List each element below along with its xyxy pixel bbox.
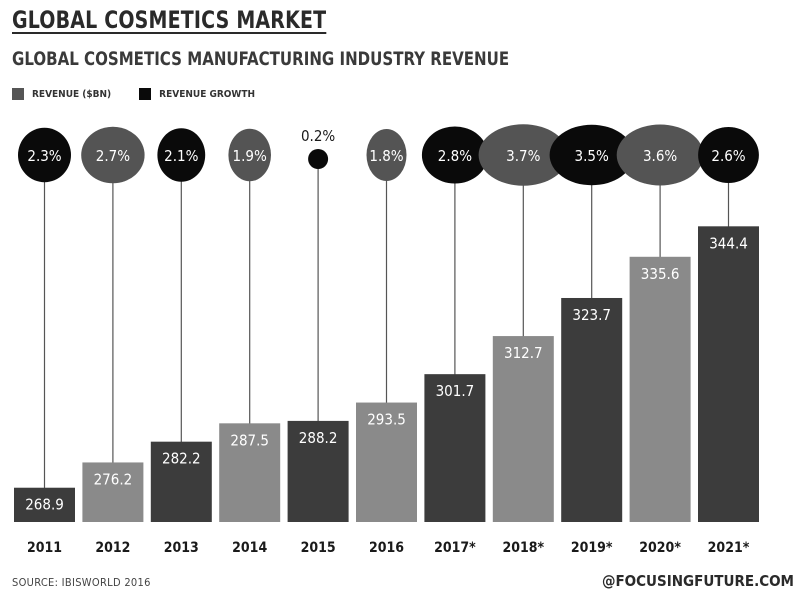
source-note: SOURCE: IBISWORLD 2016 (12, 576, 151, 589)
growth-bubble (228, 128, 271, 182)
bar-value-label: 312.7 (504, 344, 543, 362)
legend-label-revenue: REVENUE ($BN) (32, 88, 112, 100)
legend-item-growth: REVENUE GROWTH (139, 88, 255, 100)
site-handle: @FOCUSINGFUTURE.COM (601, 572, 794, 590)
growth-bubble (549, 124, 634, 186)
legend-swatch-revenue (12, 88, 24, 100)
x-tick-label: 2017* (434, 540, 476, 556)
growth-label: 3.7% (506, 147, 540, 165)
growth-bubble (478, 124, 568, 186)
bar-value-label: 335.6 (641, 265, 680, 283)
bar-value-label: 282.2 (162, 450, 201, 468)
growth-label: 1.9% (233, 147, 267, 165)
bar-2020 (629, 256, 691, 522)
growth-bubble (421, 126, 488, 184)
bar-value-label: 344.4 (709, 234, 748, 252)
chart-title: GLOBAL COSMETICS MARKET (12, 6, 327, 34)
bar-2021 (698, 226, 759, 523)
x-tick-label: 2012 (95, 540, 130, 556)
x-tick-label: 2011 (27, 540, 62, 556)
growth-label: 3.6% (643, 147, 677, 165)
x-tick-label: 2019* (571, 540, 613, 556)
growth-label: 2.1% (164, 147, 198, 165)
bar-2011 (14, 487, 75, 522)
growth-label: 2.8% (438, 147, 472, 165)
bar-value-label: 288.2 (299, 429, 338, 447)
growth-bubble (157, 128, 206, 182)
growth-bubble (18, 127, 71, 183)
growth-label: 1.8% (369, 147, 403, 165)
bar-value-label: 268.9 (25, 496, 64, 514)
x-tick-label: 2013 (164, 540, 199, 556)
bar-2018 (492, 336, 554, 522)
x-tick-label: 2020* (639, 540, 681, 556)
legend-swatch-growth (139, 88, 152, 100)
growth-bubble (616, 124, 704, 186)
x-tick-label: 2021* (708, 540, 750, 556)
bar-2017 (424, 374, 486, 522)
legend-item-revenue: REVENUE ($BN) (12, 88, 111, 100)
bar-2013 (150, 441, 212, 522)
growth-label: 0.2% (301, 127, 335, 145)
bar-2016 (356, 402, 417, 522)
bar-2012 (82, 462, 144, 522)
growth-bubble (308, 149, 329, 169)
growth-bubble (366, 129, 407, 181)
bar-2014 (219, 423, 281, 522)
x-tick-label: 2016 (369, 540, 404, 556)
bar-value-label: 293.5 (367, 411, 406, 429)
growth-bubble (698, 127, 759, 183)
x-tick-label: 2018* (502, 540, 544, 556)
bar-value-label: 323.7 (572, 306, 611, 324)
bar-value-label: 301.7 (436, 382, 475, 400)
x-tick-label: 2015 (301, 540, 336, 556)
legend: REVENUE ($BN) REVENUE GROWTH (12, 86, 283, 102)
growth-label: 3.5% (575, 147, 609, 165)
growth-label: 2.6% (711, 147, 745, 165)
growth-label: 2.3% (27, 147, 61, 165)
legend-label-growth: REVENUE GROWTH (159, 88, 256, 100)
growth-label: 2.7% (96, 147, 130, 165)
growth-bubble (81, 126, 145, 184)
chart-subtitle: GLOBAL COSMETICS MANUFACTURING INDUSTRY … (12, 48, 510, 70)
bar-value-label: 287.5 (230, 431, 269, 449)
bar-2019 (561, 297, 623, 522)
bar-2015 (287, 420, 349, 522)
x-tick-label: 2014 (232, 540, 267, 556)
bar-value-label: 276.2 (94, 470, 133, 488)
